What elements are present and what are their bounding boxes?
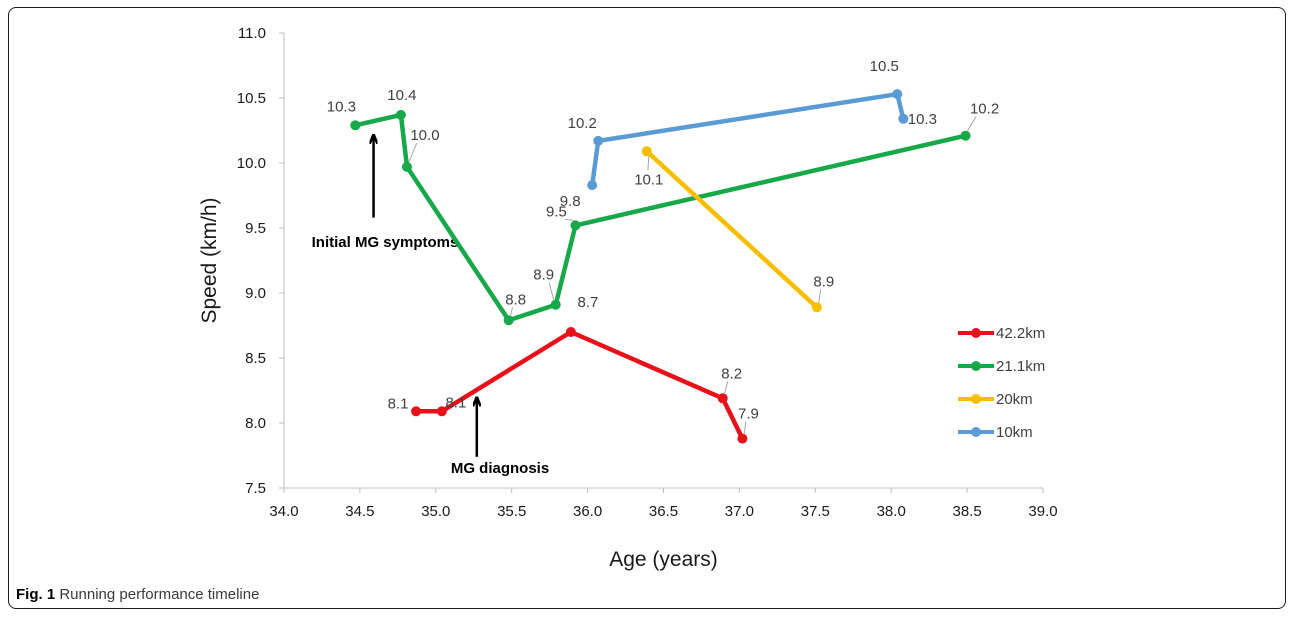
legend: 42.2km 21.1km 20km 10km [958,325,1045,441]
data-point [892,89,903,100]
x-tick-label: 35.0 [421,503,450,520]
series-line [354,112,967,323]
figure-number: Fig. 1 [16,586,56,603]
series-20km: 10.1 8.9 [634,146,834,313]
data-label: 8.8 [505,291,526,308]
series-10km: 9.8 10.2 10.5 10.3 [560,58,937,210]
data-point [350,120,361,131]
series-42.2km: 8.1 8.1 8.7 8.2 7.9 [388,294,759,444]
y-tick-label: 9.5 [245,220,266,237]
x-tick-label: 34.5 [345,503,374,520]
data-label: 7.9 [738,406,759,423]
data-label: 8.2 [721,365,742,382]
data-point [395,109,406,120]
x-axis-title: Age (years) [609,548,718,571]
label-leader [548,282,555,300]
data-label: 8.1 [388,395,409,412]
y-tick-label: 7.5 [245,480,266,497]
data-point [411,406,422,417]
x-tick-label: 36.0 [573,503,602,520]
series-21.1km: 10.3 10.4 10.0 8.8 8.9 9.5 10.2 [327,87,999,326]
y-tick-label: 8.0 [245,415,266,432]
legend-swatch-marker [971,427,981,437]
y-tick-label: 8.5 [245,350,266,367]
data-label: 10.4 [387,87,416,104]
data-label: 8.9 [533,267,554,284]
x-tick-label: 37.5 [801,503,830,520]
data-point [587,180,598,191]
data-label: 10.2 [568,115,597,132]
data-point [503,315,514,326]
series-line [416,329,745,440]
data-point [717,393,728,404]
y-axis-title: Speed (km/h) [198,197,221,323]
data-point [737,433,748,444]
label-leader [743,421,747,434]
legend-swatch-marker [971,328,981,338]
legend-label: 21.1km [996,358,1045,375]
x-tick-label: 35.5 [497,503,526,520]
data-label: 8.9 [813,273,834,290]
data-label: 9.5 [546,203,567,220]
x-tick-label: 38.0 [877,503,906,520]
y-tick-label: 11.0 [238,25,266,42]
data-point [960,130,971,141]
label-leader [564,218,574,221]
y-tick-label: 10.5 [237,90,266,107]
x-tick-label: 36.5 [649,503,678,520]
data-label: 10.3 [327,98,356,115]
data-point [898,113,909,124]
data-label: 10.3 [908,111,937,128]
data-point [550,299,561,310]
data-label: 10.1 [634,171,663,188]
data-point [436,406,447,417]
x-tick-label: 34.0 [269,503,298,520]
data-label: 8.7 [577,294,598,311]
legend-item: 10km [958,424,1033,441]
legend-label: 20km [996,391,1033,408]
label-leader [510,307,514,316]
caption-text: Running performance timeline [55,586,260,603]
x-tick-label: 37.0 [725,503,754,520]
x-tick-label: 39.0 [1028,503,1057,520]
figure-caption: Fig. 1 Running performance timeline [16,586,259,603]
data-label: 10.5 [870,58,899,75]
figure-frame [8,7,1286,609]
data-label: 9.8 [560,193,581,210]
annotation-label: Initial MG symptoms [312,234,459,251]
data-label: 8.1 [445,394,466,411]
y-tick-label: 9.0 [245,285,266,302]
series-line [645,149,819,309]
label-leader [818,289,822,303]
legend-label: 42.2km [996,325,1045,342]
label-leader [647,156,650,171]
annotation-label: MG diagnosis [451,460,549,477]
legend-swatch-marker [971,394,981,404]
legend-item: 42.2km [958,325,1045,342]
data-point [811,302,822,313]
legend-item: 20km [958,391,1033,408]
label-leader [967,116,977,131]
data-point [565,327,576,337]
y-tick-label: 10.0 [237,155,266,172]
data-label: 10.0 [410,127,439,144]
data-point [401,161,412,172]
label-leader [408,142,418,163]
label-leader [724,381,729,394]
tick-labels: 34.0 34.5 35.0 35.5 36.0 36.5 37.0 37.5 38.0 38.5… [237,25,1058,520]
legend-label: 10km [996,424,1033,441]
data-label: 10.2 [970,101,999,118]
series-line [589,91,906,186]
annotations: Initial MG symptoms MG diagnosis [312,134,549,477]
data-point [593,135,604,146]
data-point [641,146,652,157]
series-layer: 8.1 8.1 8.7 8.2 7.9 10.3 10.4 10.0 8.8 8.9 9.5 10.2… [327,58,999,444]
data-point [570,220,581,231]
x-tick-label: 38.5 [952,503,981,520]
legend-swatch-marker [971,361,981,371]
legend-item: 21.1km [958,358,1045,375]
